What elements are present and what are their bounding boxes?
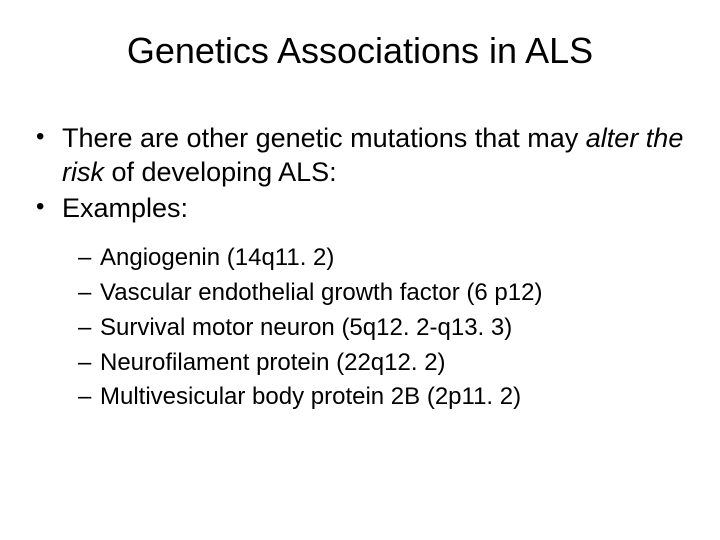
- sub-item-1: Angiogenin (14q11. 2): [30, 241, 690, 276]
- bullet-list: There are other genetic mutations that m…: [30, 122, 690, 225]
- sub-item-3: Survival motor neuron (5q12. 2-q13. 3): [30, 311, 690, 346]
- sub-item-2: Vascular endothelial growth factor (6 p1…: [30, 276, 690, 311]
- bullet-text-pre: There are other genetic mutations that m…: [62, 123, 586, 153]
- bullet-text-2: Examples:: [62, 193, 188, 223]
- bullet-item-1: There are other genetic mutations that m…: [30, 122, 690, 190]
- bullet-item-2: Examples:: [30, 192, 690, 226]
- bullet-text-post: of developing ALS:: [104, 157, 337, 187]
- sub-item-5: Multivesicular body protein 2B (2p11. 2): [30, 380, 690, 415]
- slide-title: Genetics Associations in ALS: [30, 30, 690, 72]
- sub-bullet-list: Angiogenin (14q11. 2) Vascular endotheli…: [30, 241, 690, 415]
- sub-item-4: Neurofilament protein (22q12. 2): [30, 346, 690, 381]
